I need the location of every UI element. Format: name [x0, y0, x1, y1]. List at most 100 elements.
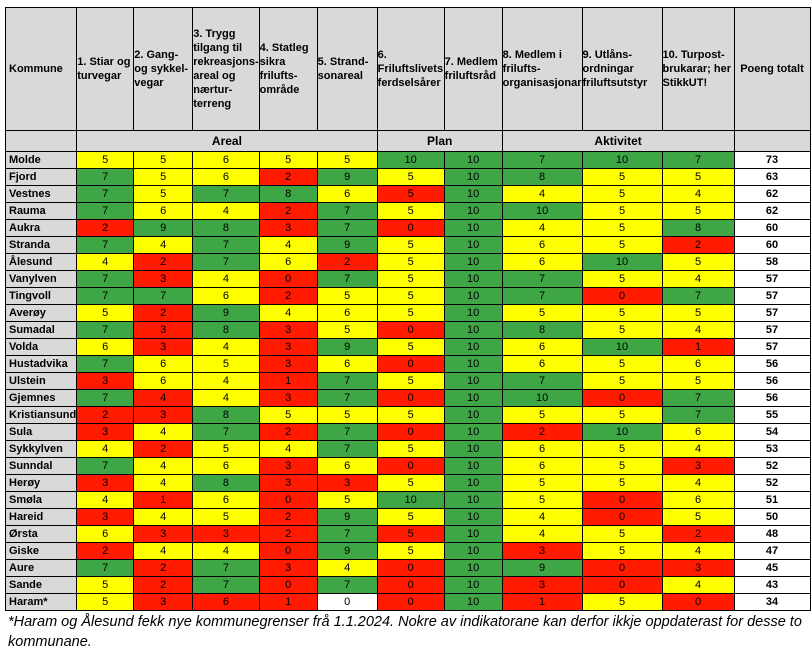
kommune-name: Sande [4, 576, 78, 594]
table-body: Molde 5 5 6 5 5 10 10 7 10 7 73 Fjord 7 5 6 2 9 5 10 8 5 5 63 Ve… [4, 151, 811, 611]
score-cell-indicator-9: 10 [581, 151, 663, 169]
score-cell-indicator-10: 4 [661, 440, 735, 458]
score-cell-indicator-6: 5 [376, 304, 445, 322]
score-cell-indicator-4: 3 [258, 219, 318, 237]
score-cell-indicator-6: 10 [376, 491, 445, 509]
table-row: Fjord 7 5 6 2 9 5 10 8 5 5 63 [4, 168, 811, 186]
score-cell-indicator-1: 2 [76, 406, 135, 424]
score-cell-indicator-9: 5 [581, 270, 663, 288]
score-cell-indicator-6: 5 [376, 406, 445, 424]
score-cell-indicator-3: 3 [192, 525, 260, 543]
score-cell-indicator-6: 5 [376, 236, 445, 254]
score-cell-indicator-9: 5 [581, 355, 663, 373]
score-cell-indicator-10: 2 [661, 236, 735, 254]
table-row: Hustadvika 7 6 5 3 6 0 10 6 5 6 56 [4, 355, 811, 373]
kommune-name: Vanylven [4, 270, 78, 288]
table-row: Herøy 3 4 8 3 3 5 10 5 5 4 52 [4, 474, 811, 492]
score-cell-indicator-8: 4 [501, 185, 583, 203]
score-cell-indicator-2: 3 [133, 406, 194, 424]
score-cell-indicator-5: 7 [316, 270, 378, 288]
total-score: 56 [733, 355, 811, 373]
score-cell-indicator-4: 6 [258, 253, 318, 271]
score-cell-indicator-9: 5 [581, 525, 663, 543]
score-cell-indicator-2: 2 [133, 253, 194, 271]
score-cell-indicator-1: 3 [76, 423, 135, 441]
score-cell-indicator-4: 0 [258, 542, 318, 560]
table-row: Ulstein 3 6 4 1 7 5 10 7 5 5 56 [4, 372, 811, 390]
score-cell-indicator-10: 4 [661, 270, 735, 288]
score-cell-indicator-5: 7 [316, 389, 378, 407]
group-areal: Areal [76, 130, 378, 152]
header-indicator-5: 5. Strand-sonareal [316, 7, 378, 131]
score-cell-indicator-6: 5 [376, 525, 445, 543]
score-cell-indicator-4: 2 [258, 168, 318, 186]
score-cell-indicator-5: 7 [316, 423, 378, 441]
score-cell-indicator-4: 3 [258, 559, 318, 577]
score-cell-indicator-8: 10 [501, 389, 583, 407]
score-cell-indicator-4: 1 [258, 593, 318, 611]
score-cell-indicator-5: 6 [316, 457, 378, 475]
score-cell-indicator-7: 10 [443, 474, 503, 492]
total-score: 50 [733, 508, 811, 526]
score-cell-indicator-6: 5 [376, 202, 445, 220]
score-cell-indicator-2: 9 [133, 219, 194, 237]
score-cell-indicator-2: 5 [133, 185, 194, 203]
score-cell-indicator-10: 7 [661, 406, 735, 424]
score-cell-indicator-10: 5 [661, 168, 735, 186]
score-cell-indicator-8: 6 [501, 236, 583, 254]
score-cell-indicator-3: 8 [192, 474, 260, 492]
total-score: 56 [733, 389, 811, 407]
score-cell-indicator-10: 7 [661, 389, 735, 407]
score-cell-indicator-2: 1 [133, 491, 194, 509]
table-row: Tingvoll 7 7 6 2 5 5 10 7 0 7 57 [4, 287, 811, 305]
score-cell-indicator-9: 5 [581, 440, 663, 458]
score-cell-indicator-9: 0 [581, 576, 663, 594]
score-cell-indicator-8: 6 [501, 253, 583, 271]
kommune-name: Herøy [4, 474, 78, 492]
score-cell-indicator-9: 5 [581, 474, 663, 492]
score-cell-indicator-1: 7 [76, 287, 135, 305]
score-cell-indicator-2: 3 [133, 270, 194, 288]
score-cell-indicator-7: 10 [443, 525, 503, 543]
score-cell-indicator-4: 2 [258, 508, 318, 526]
score-cell-indicator-8: 2 [501, 423, 583, 441]
score-cell-indicator-5: 7 [316, 219, 378, 237]
score-cell-indicator-6: 0 [376, 457, 445, 475]
score-cell-indicator-2: 3 [133, 525, 194, 543]
score-cell-indicator-7: 10 [443, 219, 503, 237]
header-indicator-4: 4. Statleg sikra frilufts-område [258, 7, 318, 131]
score-cell-indicator-8: 10 [501, 202, 583, 220]
score-cell-indicator-5: 5 [316, 406, 378, 424]
score-cell-indicator-6: 0 [376, 423, 445, 441]
score-cell-indicator-9: 5 [581, 321, 663, 339]
score-cell-indicator-2: 3 [133, 338, 194, 356]
score-cell-indicator-1: 3 [76, 474, 135, 492]
score-cell-indicator-7: 10 [443, 576, 503, 594]
score-cell-indicator-5: 0 [316, 593, 378, 611]
score-cell-indicator-4: 2 [258, 525, 318, 543]
table-row: Sunndal 7 4 6 3 6 0 10 6 5 3 52 [4, 457, 811, 475]
table-row: Molde 5 5 6 5 5 10 10 7 10 7 73 [4, 151, 811, 169]
score-cell-indicator-1: 5 [76, 576, 135, 594]
kommune-name: Fjord [4, 168, 78, 186]
kommune-name: Rauma [4, 202, 78, 220]
score-cell-indicator-1: 5 [76, 593, 135, 611]
score-cell-indicator-9: 5 [581, 406, 663, 424]
group-plan: Plan [376, 130, 503, 152]
score-cell-indicator-3: 7 [192, 559, 260, 577]
score-cell-indicator-5: 9 [316, 508, 378, 526]
score-cell-indicator-1: 7 [76, 202, 135, 220]
score-cell-indicator-8: 7 [501, 151, 583, 169]
score-cell-indicator-8: 7 [501, 372, 583, 390]
score-cell-indicator-8: 6 [501, 457, 583, 475]
score-cell-indicator-5: 9 [316, 236, 378, 254]
score-cell-indicator-1: 7 [76, 168, 135, 186]
score-cell-indicator-6: 5 [376, 372, 445, 390]
score-cell-indicator-4: 5 [258, 151, 318, 169]
score-cell-indicator-7: 10 [443, 304, 503, 322]
score-cell-indicator-2: 6 [133, 202, 194, 220]
score-cell-indicator-6: 0 [376, 219, 445, 237]
table-row: Sykkylven 4 2 5 4 7 5 10 6 5 4 53 [4, 440, 811, 458]
table-row: Kristiansund 2 3 8 5 5 5 10 5 5 7 55 [4, 406, 811, 424]
score-cell-indicator-9: 0 [581, 287, 663, 305]
